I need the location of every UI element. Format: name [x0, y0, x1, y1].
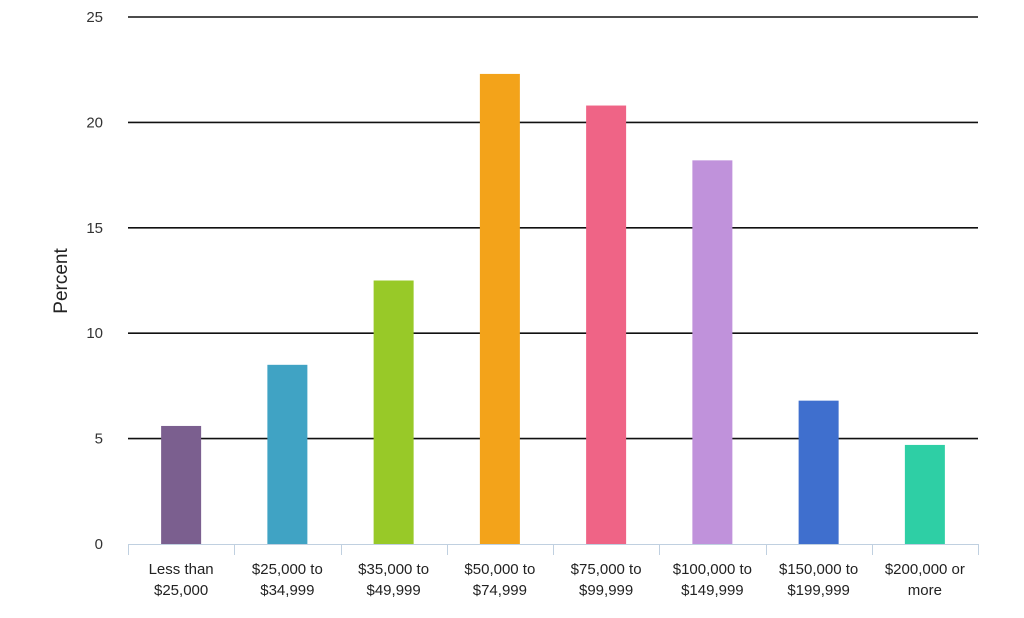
x-category-label-line: $50,000 to [464, 561, 535, 578]
y-axis-title: Percent [51, 248, 72, 314]
x-category-label-line: Less than [149, 561, 214, 578]
x-category-label-line: $74,999 [473, 582, 527, 599]
bar [267, 364, 308, 544]
y-tick-label: 10 [86, 325, 103, 342]
x-category-label: $35,000 to $49,999 [358, 561, 429, 599]
x-category-label-line: $100,000 to [673, 561, 752, 578]
x-category-label-line: $199,999 [787, 582, 850, 599]
y-tick-label: 15 [86, 220, 103, 237]
x-category-label-line: $149,999 [681, 582, 744, 599]
y-tick-label: 20 [86, 114, 103, 131]
x-category-label-line: $150,000 to [779, 561, 858, 578]
bar [161, 425, 202, 544]
bar [692, 160, 733, 544]
bar [798, 400, 839, 544]
x-category-label: $100,000 to $149,999 [673, 561, 752, 599]
bars [161, 73, 945, 544]
y-tick-label: 5 [95, 431, 103, 448]
bar [904, 444, 945, 544]
gridlines [128, 16, 978, 440]
x-category-label: $200,000 or more [885, 561, 965, 599]
x-axis [128, 544, 979, 555]
x-category-label-line: $34,999 [260, 582, 314, 599]
x-category-label-line: $25,000 [154, 582, 208, 599]
bar [373, 280, 414, 544]
x-category-label-line: $49,999 [367, 582, 421, 599]
y-axis-ticks: 0 5 10 15 20 25 [86, 9, 103, 553]
x-category-label-line: $99,999 [579, 582, 633, 599]
x-category-label-line: $200,000 or [885, 561, 965, 578]
y-tick-label: 25 [86, 9, 103, 26]
x-category-label: $75,000 to $99,999 [571, 561, 642, 599]
category-labels: Less than $25,000 $25,000 to $34,999 $35,000… [149, 561, 965, 599]
x-category-label-line: more [908, 582, 942, 599]
bar [586, 105, 627, 544]
x-category-label-line: $25,000 to [252, 561, 323, 578]
x-category-label: $150,000 to $199,999 [779, 561, 858, 599]
x-category-label: Less than $25,000 [149, 561, 214, 599]
x-category-label: $50,000 to $74,999 [464, 561, 535, 599]
x-category-label-line: $75,000 to [571, 561, 642, 578]
bar [479, 73, 520, 544]
x-category-label: $25,000 to $34,999 [252, 561, 323, 599]
y-tick-label: 0 [95, 536, 103, 553]
x-category-label-line: $35,000 to [358, 561, 429, 578]
